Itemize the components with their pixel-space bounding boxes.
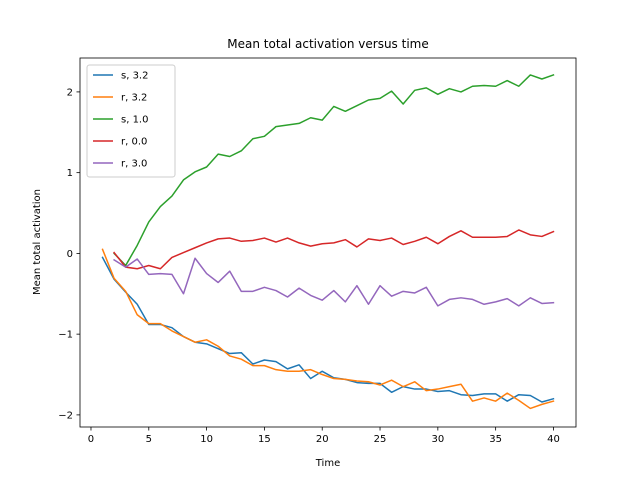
x-tick-label: 5 <box>146 434 152 445</box>
y-tick-label: −1 <box>58 330 73 341</box>
x-tick-label: 10 <box>200 434 213 445</box>
legend-label: s, 1.0 <box>121 115 148 126</box>
series-line-0 <box>101 256 555 403</box>
y-tick-label: −2 <box>58 410 73 421</box>
x-tick-label: 35 <box>489 434 502 445</box>
x-tick-label: 25 <box>374 434 387 445</box>
series-line-3 <box>113 229 555 270</box>
x-axis-label: Time <box>315 458 340 469</box>
y-tick-label: 0 <box>67 249 73 260</box>
legend: s, 3.2 r, 3.2 s, 1.0 r, 0.0 r, 3.0 <box>86 64 176 178</box>
y-axis-label: Mean total activation <box>32 189 43 295</box>
series-line-1 <box>101 248 555 410</box>
legend-label: s, 3.2 <box>121 71 148 82</box>
x-tick-label: 40 <box>547 434 560 445</box>
legend-label: r, 3.0 <box>121 159 147 170</box>
x-tick-label: 0 <box>88 434 94 445</box>
plot-frame <box>79 57 577 428</box>
series-layer <box>101 74 555 410</box>
axes-layer: 0 5 10 15 20 25 30 35 40 −2 −1 0 1 2 <box>58 57 577 445</box>
x-tick-label: 30 <box>431 434 444 445</box>
series-line-4 <box>113 257 555 307</box>
legend-label: r, 0.0 <box>121 137 147 148</box>
x-tick-label: 20 <box>316 434 329 445</box>
chart-title: Mean total activation versus time <box>227 37 428 51</box>
y-tick-label: 2 <box>67 87 73 98</box>
series-line-2 <box>113 74 555 267</box>
x-tick-label: 15 <box>258 434 271 445</box>
y-tick-label: 1 <box>67 168 73 179</box>
legend-box <box>86 64 176 178</box>
legend-label: r, 3.2 <box>121 93 147 104</box>
